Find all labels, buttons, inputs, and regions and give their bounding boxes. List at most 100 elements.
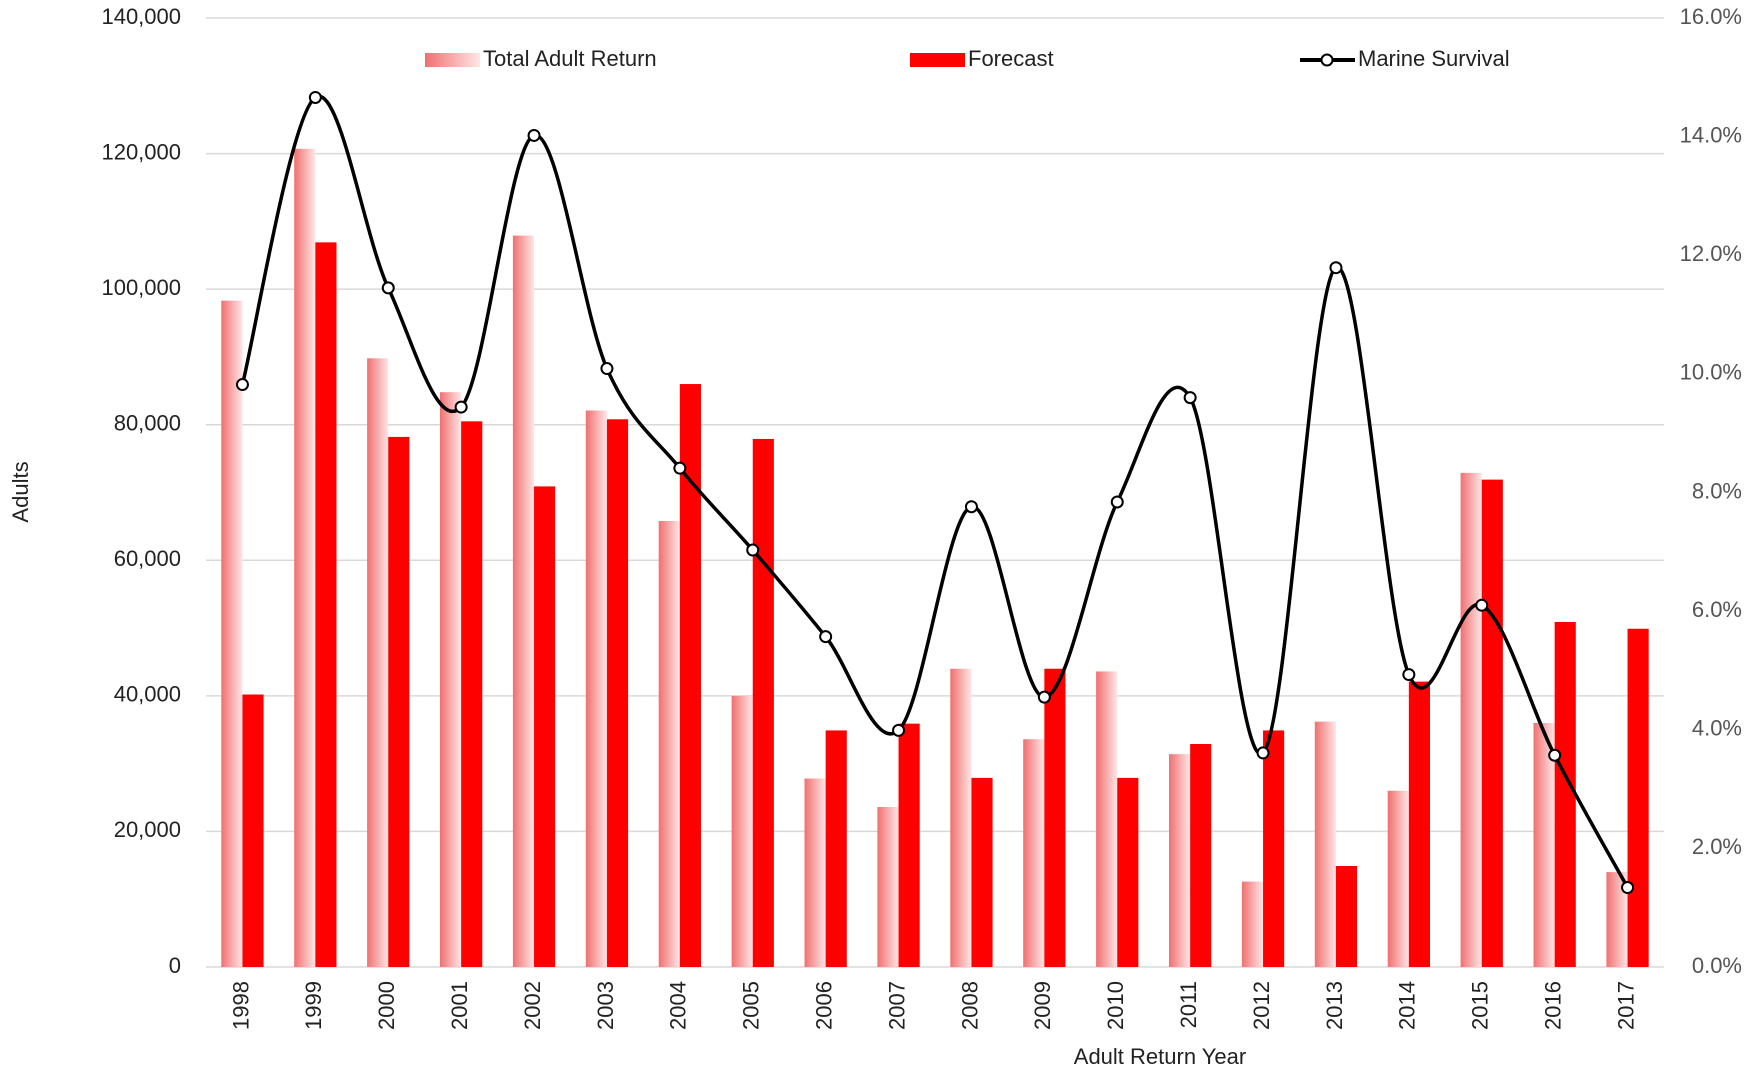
marker <box>600 362 614 376</box>
y2-tick-label: 2.0% <box>1692 834 1742 859</box>
y2-tick-label: 12.0% <box>1680 241 1742 266</box>
bar <box>1460 472 1482 967</box>
y2-tick-label: 0.0% <box>1692 953 1742 978</box>
x-tick-label: 2003 <box>593 981 618 1030</box>
bar <box>731 695 753 967</box>
bar <box>1554 621 1576 967</box>
bar <box>1044 668 1066 967</box>
x-tick-label: 1998 <box>228 981 253 1030</box>
bar <box>461 421 483 967</box>
line <box>240 94 1630 889</box>
legend-swatch <box>425 53 480 67</box>
bar <box>534 486 556 967</box>
legend-label: Marine Survival <box>1358 46 1510 71</box>
y-tick-label: 140,000 <box>101 4 181 29</box>
marker <box>308 90 322 104</box>
bar <box>1023 739 1045 967</box>
y2-axis: 0.0% 2.0% 4.0% 6.0% 8.0% 10.0% 12.0% 14.0% 16.0% <box>1680 4 1742 978</box>
bar <box>294 148 316 968</box>
bar <box>804 778 826 967</box>
y-tick-label: 60,000 <box>114 546 181 571</box>
marker <box>1329 261 1343 275</box>
bar <box>950 668 972 967</box>
bar <box>440 392 462 968</box>
y-tick-label: 120,000 <box>101 139 181 164</box>
bar <box>1606 872 1628 967</box>
bar <box>1408 681 1430 967</box>
bar <box>1263 730 1285 967</box>
x-tick-label: 2007 <box>884 981 909 1030</box>
marker <box>819 630 833 644</box>
bar <box>1387 790 1409 967</box>
marker <box>1110 495 1124 509</box>
bar <box>679 384 701 967</box>
bar <box>825 730 847 967</box>
x-tick-label: 2001 <box>447 981 472 1030</box>
y-tick-label: 80,000 <box>114 411 181 436</box>
bar <box>1335 865 1358 967</box>
marker <box>1183 391 1197 405</box>
marker <box>381 281 395 295</box>
marker <box>746 543 760 557</box>
bar <box>658 520 680 967</box>
x-tick-label: 2010 <box>1103 981 1128 1030</box>
x-tick-label: 2016 <box>1540 981 1565 1030</box>
bar <box>1481 479 1503 967</box>
bar <box>1533 722 1555 967</box>
bar <box>752 438 774 967</box>
x-tick-label: 2009 <box>1030 981 1055 1030</box>
bar <box>1096 671 1118 967</box>
marker <box>454 400 468 414</box>
marker <box>964 500 978 514</box>
y2-tick-label: 16.0% <box>1680 4 1742 29</box>
x-tick-label: 2006 <box>811 981 836 1030</box>
marker <box>1037 690 1051 704</box>
x-tick-label: 2013 <box>1322 981 1347 1030</box>
bar <box>367 358 389 967</box>
y2-tick-label: 6.0% <box>1692 597 1742 622</box>
marker <box>1621 881 1635 895</box>
bar <box>242 694 264 967</box>
bar <box>388 436 410 967</box>
marker <box>527 128 541 142</box>
x-tick-label: 2000 <box>374 981 399 1030</box>
x-tick-label: 2011 <box>1176 981 1201 1028</box>
y2-tick-label: 4.0% <box>1692 716 1742 741</box>
marker <box>1548 748 1562 762</box>
bar <box>606 419 629 967</box>
y-tick-label: 0 <box>169 953 181 978</box>
bar <box>1241 881 1264 967</box>
x-tick-label: 2015 <box>1468 981 1493 1030</box>
marker <box>892 723 906 737</box>
x-tick-label: 1999 <box>301 981 326 1030</box>
bar <box>877 807 899 967</box>
y2-tick-label: 10.0% <box>1680 360 1742 385</box>
legend-swatch <box>1320 53 1334 67</box>
x-tick-label: 2017 <box>1613 981 1638 1030</box>
marker <box>1475 598 1489 612</box>
bar <box>221 300 243 967</box>
x-tick-label: 2005 <box>739 981 764 1030</box>
legend-label: Forecast <box>968 46 1054 71</box>
bar <box>971 777 993 967</box>
x-tick-label: 2008 <box>957 981 982 1030</box>
y-axis-title: Adults <box>8 461 33 522</box>
y2-tick-label: 14.0% <box>1680 122 1742 147</box>
x-axis-title: Adult Return Year <box>1074 1044 1246 1069</box>
x-tick-label: 2014 <box>1395 981 1420 1030</box>
legend-label: Total Adult Return <box>483 46 657 71</box>
y-tick-label: 40,000 <box>114 682 181 707</box>
bar <box>512 235 535 967</box>
bar <box>315 242 337 967</box>
bar <box>1627 628 1649 967</box>
marker <box>1256 746 1270 760</box>
bar <box>1314 721 1336 967</box>
x-tick-label: 2002 <box>520 981 545 1030</box>
y2-tick-label: 8.0% <box>1692 478 1742 503</box>
y-tick-label: 100,000 <box>101 275 181 300</box>
bar <box>1190 743 1212 967</box>
bar <box>585 410 607 968</box>
marker <box>1402 668 1416 682</box>
marker <box>235 378 249 392</box>
